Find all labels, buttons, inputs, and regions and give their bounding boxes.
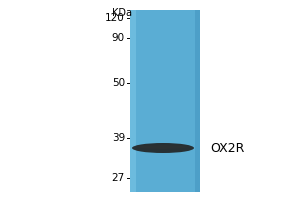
- Ellipse shape: [138, 145, 188, 149]
- Text: 50: 50: [112, 78, 125, 88]
- Bar: [130, 10, 136, 192]
- Text: 90: 90: [112, 33, 125, 43]
- Bar: [195, 10, 200, 192]
- Text: 27: 27: [112, 173, 125, 183]
- Bar: [130, 10, 200, 192]
- Text: KDa: KDa: [112, 8, 132, 18]
- Ellipse shape: [132, 143, 194, 153]
- Text: OX2R: OX2R: [210, 142, 244, 154]
- Text: 39: 39: [112, 133, 125, 143]
- Text: 120: 120: [105, 13, 125, 23]
